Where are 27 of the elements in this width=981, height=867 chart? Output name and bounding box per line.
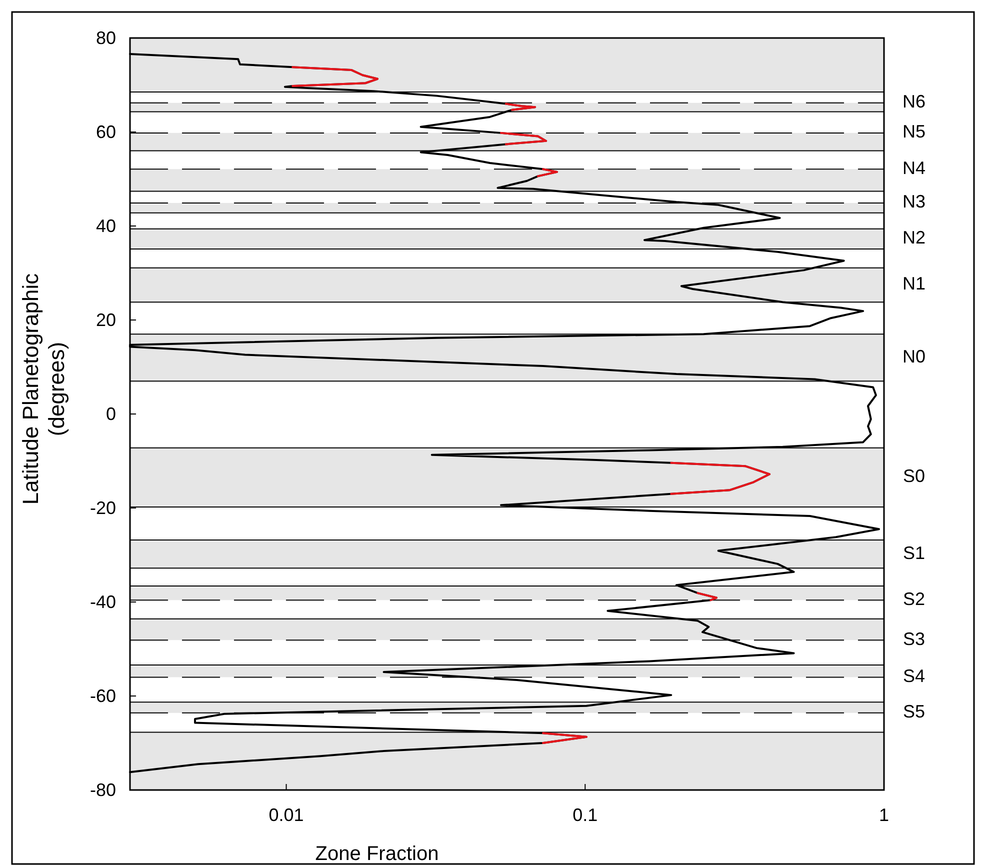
ref-line-label: S3 — [902, 628, 926, 649]
ref-line-label: S4 — [902, 666, 926, 686]
x-tick-label: 0.01 — [268, 804, 304, 825]
y-tick-label: -20 — [90, 498, 116, 518]
y-tick-label: 40 — [96, 216, 116, 236]
band-label: N0 — [902, 346, 926, 366]
ref-line-label: N3 — [902, 192, 926, 212]
ref-line-label: N5 — [902, 122, 926, 142]
band-label: S0 — [902, 466, 926, 486]
ref-line-label: S2 — [902, 588, 926, 609]
band-label: N1 — [902, 274, 926, 294]
y-tick-label: 0 — [106, 404, 116, 424]
y-tick-label: 80 — [96, 28, 116, 48]
ref-line-label: N4 — [902, 158, 926, 178]
y-axis-title: Latitude Planetographic (degrees) — [18, 273, 69, 505]
x-axis-title: Zone Fraction — [315, 843, 439, 865]
y-tick-label: -60 — [90, 686, 116, 706]
y-tick-label: 20 — [96, 310, 116, 330]
x-tick-label: 1 — [878, 804, 890, 825]
y-tick-label: -80 — [90, 780, 116, 800]
x-tick-label: 0.1 — [572, 804, 598, 825]
y-tick-label: -40 — [90, 592, 116, 612]
band-label: S1 — [902, 542, 926, 563]
ref-line-label: N6 — [902, 92, 926, 112]
y-tick-label: 60 — [96, 122, 116, 142]
band-label: N2 — [902, 228, 926, 248]
ref-line-label: S5 — [902, 702, 926, 722]
